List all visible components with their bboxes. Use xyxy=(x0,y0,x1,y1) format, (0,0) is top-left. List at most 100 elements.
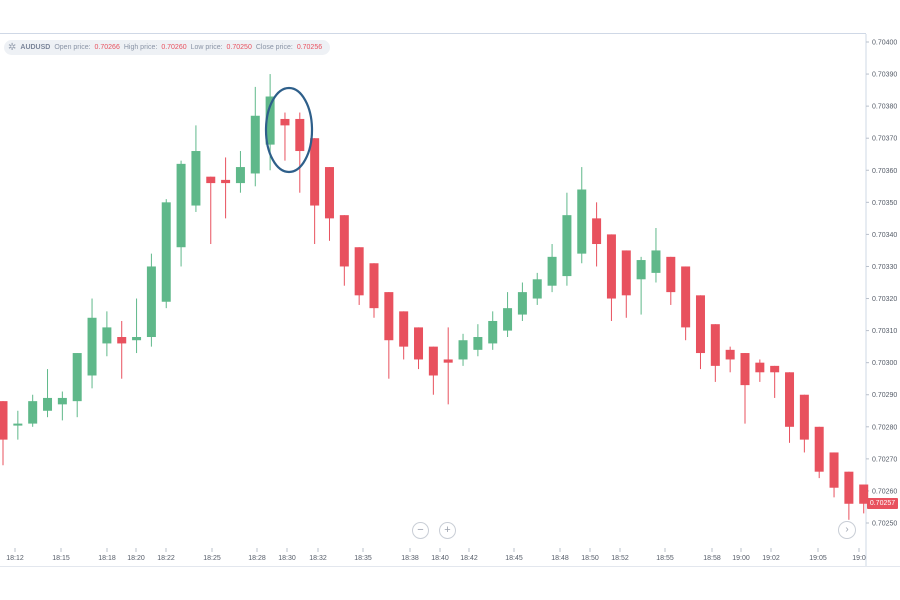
bearish-candle xyxy=(859,484,869,514)
chart-top-border xyxy=(0,33,866,34)
bullish-candle xyxy=(636,256,646,315)
bullish-candle xyxy=(517,282,527,321)
candle-body xyxy=(829,452,839,488)
y-tick-label: 0.70280 xyxy=(872,424,897,431)
y-tick-label: 0.70350 xyxy=(872,200,897,207)
bearish-candle xyxy=(799,394,809,453)
bearish-candle xyxy=(117,320,127,379)
x-tick-label: 19:05 xyxy=(809,555,827,562)
candle-body xyxy=(369,263,379,309)
chart-bottom-border xyxy=(0,566,900,567)
high-price-value: 0.70260 xyxy=(161,44,187,51)
x-tick-label: 18:50 xyxy=(581,555,599,562)
candle-body xyxy=(176,163,186,248)
scroll-right-button[interactable]: › xyxy=(838,521,856,539)
x-tick-label: 19:02 xyxy=(762,555,780,562)
candle-body xyxy=(324,167,334,219)
bullish-candle xyxy=(651,227,661,283)
x-tick-label: 19:0 xyxy=(852,555,866,562)
candle-body xyxy=(755,362,765,373)
bearish-candle xyxy=(770,365,780,398)
bullish-candle xyxy=(488,311,498,350)
candle-body xyxy=(592,218,602,245)
bearish-candle xyxy=(710,324,720,382)
candle-body xyxy=(191,151,201,206)
bullish-candle xyxy=(161,199,171,309)
settings-gear-icon[interactable]: ✲ xyxy=(8,41,17,53)
candle-body xyxy=(725,349,735,360)
candle-body xyxy=(785,372,795,427)
y-tick-label: 0.70320 xyxy=(872,296,897,303)
candle-body xyxy=(443,359,453,363)
bearish-candle xyxy=(324,167,334,241)
candle-body xyxy=(43,397,53,411)
y-tick-label: 0.70370 xyxy=(872,136,897,143)
bearish-candle xyxy=(369,263,379,318)
high-price-label: High price: xyxy=(123,44,158,51)
candle-body xyxy=(102,327,112,344)
y-tick-label: 0.70300 xyxy=(872,360,897,367)
x-tick-label: 18:35 xyxy=(354,555,372,562)
bullish-candle xyxy=(13,410,23,440)
candle-body xyxy=(577,189,587,254)
y-tick-label: 0.70310 xyxy=(872,328,897,335)
x-tick-label: 18:15 xyxy=(52,555,70,562)
candle-body xyxy=(146,266,156,338)
y-tick-label: 0.70290 xyxy=(872,392,897,399)
bearish-candle xyxy=(206,176,216,245)
bullish-candle xyxy=(87,298,97,389)
candle-body xyxy=(87,317,97,376)
candle-body xyxy=(710,324,720,366)
y-tick-label: 0.70400 xyxy=(872,40,897,47)
open-price-value: 0.70266 xyxy=(94,44,120,51)
x-tick-label: 18:22 xyxy=(157,555,175,562)
x-tick-label: 18:38 xyxy=(401,555,419,562)
x-tick-label: 19:00 xyxy=(732,555,750,562)
x-tick-label: 18:58 xyxy=(703,555,721,562)
x-tick-label: 18:55 xyxy=(656,555,674,562)
candle-body xyxy=(547,256,557,286)
close-price-value: 0.70256 xyxy=(296,44,323,51)
candle-body xyxy=(280,118,290,126)
y-tick-label: 0.70390 xyxy=(872,72,897,79)
bearish-candle xyxy=(443,327,453,405)
symbol-label: AUDUSD xyxy=(20,44,51,51)
bullish-candle xyxy=(547,244,557,293)
candle-body xyxy=(295,118,305,152)
bullish-candle xyxy=(176,160,186,267)
bullish-candle xyxy=(562,192,572,286)
bullish-candle xyxy=(458,333,468,366)
bearish-candle xyxy=(666,256,676,305)
bullish-candle xyxy=(532,272,542,305)
zoom-in-button[interactable]: + xyxy=(439,522,456,539)
open-price-label: Open price: xyxy=(54,44,91,51)
bearish-candle xyxy=(221,157,231,219)
zoom-out-button[interactable]: − xyxy=(412,522,429,539)
candle-body xyxy=(414,327,424,360)
bearish-candle xyxy=(0,401,8,466)
bullish-candle xyxy=(132,298,142,354)
bearish-candle xyxy=(295,112,305,193)
bearish-candle xyxy=(844,471,854,520)
candle-body xyxy=(532,279,542,299)
candle-body xyxy=(458,340,468,360)
close-price-label: Close price: xyxy=(255,44,293,51)
candle-body xyxy=(606,234,616,299)
highlight-circle xyxy=(264,86,314,174)
bearish-candle xyxy=(695,295,705,370)
bearish-candle xyxy=(339,215,349,286)
candle-body xyxy=(235,167,245,184)
candle-body xyxy=(72,353,82,402)
candle-body xyxy=(503,308,513,331)
candle-body xyxy=(562,215,572,277)
candle-body xyxy=(740,353,750,386)
candle-body xyxy=(161,202,171,302)
x-tick-label: 18:12 xyxy=(6,555,24,562)
bearish-candle xyxy=(428,346,438,395)
candle-body xyxy=(621,250,631,296)
x-tick-label: 18:32 xyxy=(309,555,327,562)
candle-body xyxy=(666,256,676,293)
last-price-label: 0.70257 xyxy=(867,498,898,509)
